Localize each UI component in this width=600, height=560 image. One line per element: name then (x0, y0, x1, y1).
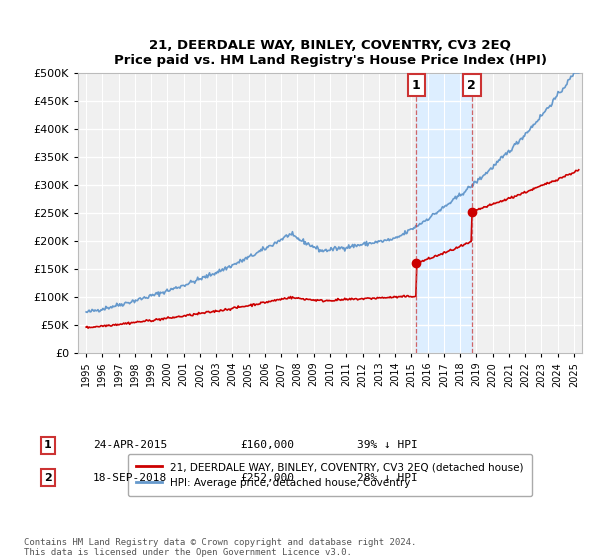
Bar (416, 73, 472, 353)
Text: 18-SEP-2018: 18-SEP-2018 (93, 473, 167, 483)
Text: 1: 1 (44, 440, 52, 450)
Text: 24-APR-2015: 24-APR-2015 (93, 440, 167, 450)
Text: £252,000: £252,000 (240, 473, 294, 483)
Title: 21, DEERDALE WAY, BINLEY, COVENTRY, CV3 2EQ
Price paid vs. HM Land Registry's Ho: 21, DEERDALE WAY, BINLEY, COVENTRY, CV3 … (113, 39, 547, 67)
Legend: 21, DEERDALE WAY, BINLEY, COVENTRY, CV3 2EQ (detached house), HPI: Average price: 21, DEERDALE WAY, BINLEY, COVENTRY, CV3 … (128, 454, 532, 496)
Text: 2: 2 (467, 78, 476, 92)
Text: 1: 1 (412, 78, 421, 92)
Text: 2: 2 (44, 473, 52, 483)
Text: Contains HM Land Registry data © Crown copyright and database right 2024.
This d: Contains HM Land Registry data © Crown c… (24, 538, 416, 557)
Text: £160,000: £160,000 (240, 440, 294, 450)
Text: 39% ↓ HPI: 39% ↓ HPI (357, 440, 418, 450)
Text: 28% ↓ HPI: 28% ↓ HPI (357, 473, 418, 483)
